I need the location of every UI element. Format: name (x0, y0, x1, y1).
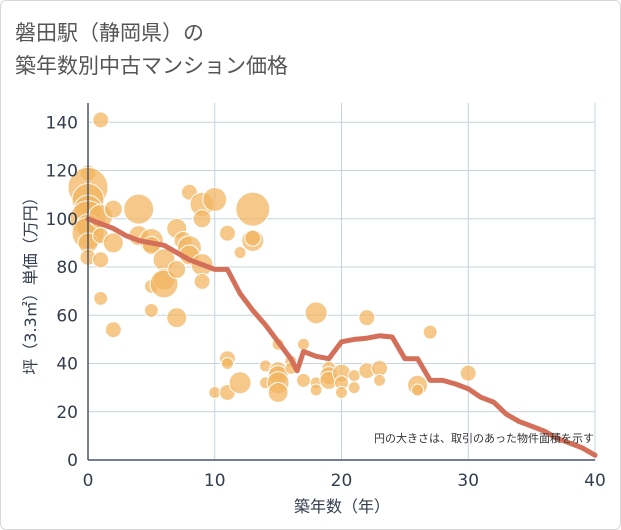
data-bubble (309, 383, 323, 397)
y-tick-label: 40 (56, 355, 78, 375)
data-bubble (233, 246, 247, 260)
data-bubble (167, 259, 187, 279)
data-bubble (335, 385, 348, 399)
data-bubble (373, 373, 387, 387)
data-bubble (202, 186, 228, 212)
y-tick-label: 80 (56, 258, 78, 278)
data-bubble (304, 301, 328, 325)
y-tick-label: 20 (56, 403, 78, 423)
x-tick-label: 10 (204, 471, 226, 491)
x-axis-label: 築年数（年） (294, 497, 390, 516)
data-bubble (103, 199, 123, 219)
y-tick-label: 140 (46, 113, 78, 133)
data-bubble (459, 364, 477, 382)
y-tick-label: 0 (67, 451, 78, 471)
y-axis-label: 坪（3.3㎡）単価（万円） (21, 189, 40, 374)
title-line-2: 築年数別中古マンション価格 (15, 54, 288, 78)
y-tick-label: 100 (46, 210, 78, 230)
data-bubble (218, 224, 236, 242)
y-tick-label: 120 (46, 162, 78, 182)
data-bubble (104, 321, 122, 339)
data-bubble (358, 309, 376, 327)
x-tick-label: 0 (83, 471, 94, 491)
chart-title: 磐田駅（静岡県）の 築年数別中古マンション価格 (15, 17, 288, 83)
axes (87, 103, 595, 461)
data-bubble (347, 381, 361, 395)
tick-labels: 0 10 20 30 40 0 20 40 60 80 100 120 140 (46, 113, 606, 491)
data-bubble (296, 337, 310, 351)
data-bubble (267, 381, 289, 403)
data-bubble (166, 307, 188, 329)
data-bubble (193, 273, 211, 290)
data-bubble (235, 191, 271, 227)
data-bubble (220, 357, 234, 371)
data-bubble (295, 372, 311, 388)
data-bubble (123, 193, 155, 225)
data-bubble (422, 324, 438, 340)
data-bubble (192, 209, 212, 229)
data-bubble (228, 371, 252, 395)
data-bubble (92, 111, 110, 129)
data-bubble (92, 251, 110, 269)
bubble-size-note: 円の大きさは、取引のあった物件面積を示す (374, 431, 594, 445)
average-price-trend-line (85, 216, 598, 458)
data-bubble (102, 232, 124, 254)
data-bubble (93, 290, 109, 306)
data-bubble (143, 302, 159, 318)
x-tick-label: 40 (584, 471, 606, 491)
y-tick-label: 60 (56, 306, 78, 326)
x-tick-label: 20 (331, 471, 353, 491)
x-tick-label: 30 (457, 471, 479, 491)
data-bubble (244, 229, 262, 247)
data-bubble (411, 383, 425, 397)
title-line-1: 磐田駅（静岡県）の (15, 21, 204, 45)
